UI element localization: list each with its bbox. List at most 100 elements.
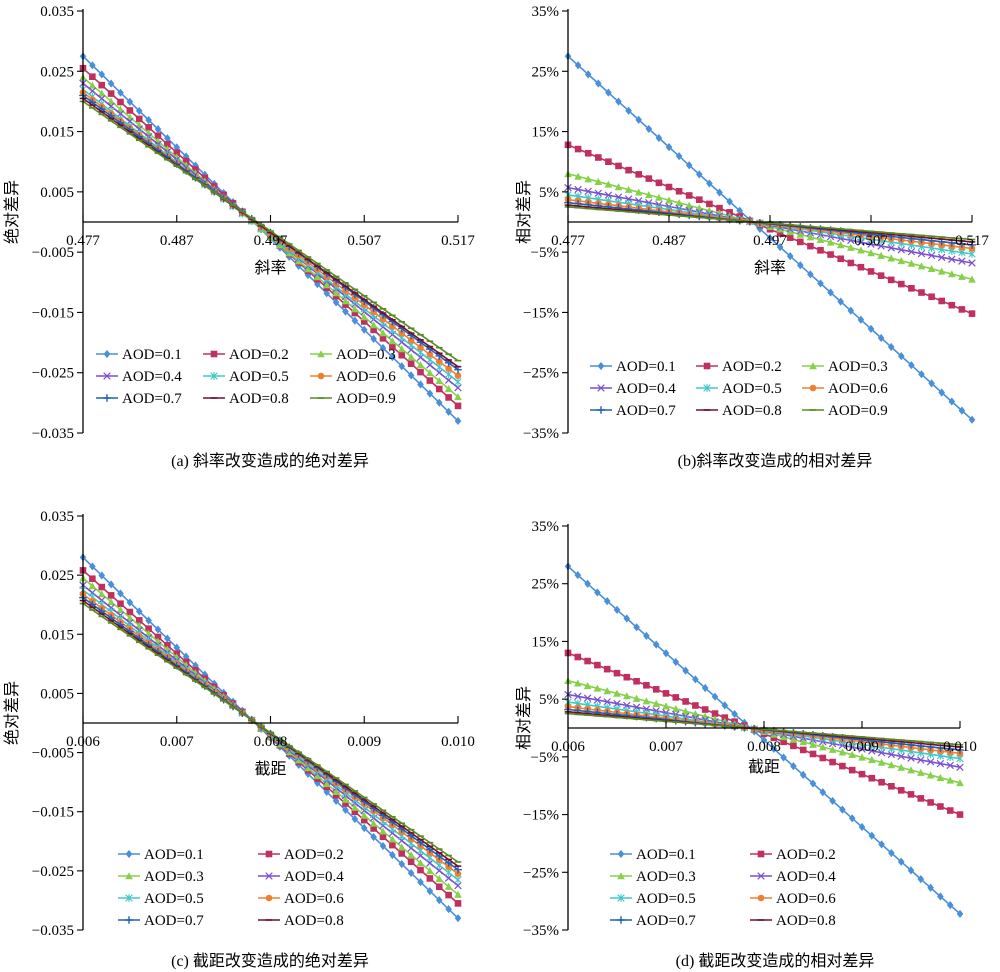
x-tick-label: 0.477 bbox=[551, 233, 585, 249]
series-group bbox=[79, 52, 462, 426]
series-point bbox=[574, 653, 582, 661]
series-point bbox=[603, 665, 611, 673]
series-point bbox=[799, 738, 807, 746]
x-tick-label: 0.517 bbox=[441, 233, 475, 249]
series-point bbox=[645, 124, 653, 134]
panel-caption: (b)斜率改变造成的相对差异 bbox=[678, 452, 873, 470]
panel-caption: (d) 截距改变造成的相对差异 bbox=[676, 952, 875, 970]
series-point bbox=[369, 321, 378, 329]
series-point bbox=[956, 763, 964, 771]
series-point bbox=[454, 377, 462, 386]
series-point bbox=[736, 206, 743, 215]
series-point bbox=[594, 189, 603, 198]
legend-marker bbox=[703, 362, 711, 370]
series-point bbox=[907, 754, 915, 762]
legend-label: AOD=0.7 bbox=[636, 913, 696, 929]
series-point bbox=[417, 368, 424, 376]
series-point bbox=[655, 193, 663, 201]
legend-label: AOD=0.6 bbox=[828, 381, 888, 397]
series-point bbox=[685, 201, 693, 209]
legend-marker bbox=[617, 849, 625, 859]
series-point bbox=[799, 746, 807, 754]
legend-item: AOD=0.6 bbox=[802, 381, 888, 397]
legend-label: AOD=0.6 bbox=[336, 369, 396, 385]
series-point bbox=[351, 814, 359, 824]
x-axis-title: 斜率 bbox=[754, 259, 786, 277]
series-point bbox=[613, 699, 621, 708]
series-point bbox=[97, 590, 106, 598]
y-tick-label: −0.025 bbox=[32, 366, 74, 382]
series-point bbox=[574, 185, 582, 194]
series-point bbox=[126, 613, 134, 621]
series-point bbox=[135, 617, 143, 624]
y-tick-label: −0.005 bbox=[32, 245, 74, 261]
series-point bbox=[360, 823, 368, 833]
series-point bbox=[332, 796, 340, 806]
legend-marker bbox=[703, 384, 711, 392]
legend-label: AOD=0.4 bbox=[122, 369, 182, 385]
y-axis-title: 相对差异 bbox=[515, 180, 533, 244]
legend-label: AOD=0.2 bbox=[284, 847, 344, 863]
legend-marker bbox=[617, 872, 625, 880]
series-point bbox=[126, 107, 134, 114]
series-point bbox=[827, 288, 834, 297]
series-point bbox=[351, 305, 359, 313]
series-point bbox=[696, 170, 703, 179]
y-tick-label: −0.015 bbox=[32, 305, 74, 321]
series-point bbox=[936, 759, 945, 768]
series-point bbox=[605, 88, 612, 97]
x-tick-label: 0.517 bbox=[955, 233, 989, 249]
series-point bbox=[652, 686, 660, 693]
x-tick-label: 0.007 bbox=[649, 739, 683, 755]
x-tick-label: 0.009 bbox=[347, 734, 381, 750]
series-point bbox=[426, 389, 434, 398]
y-tick-label: −5% bbox=[531, 245, 559, 261]
series-point bbox=[454, 875, 462, 884]
series-point bbox=[584, 149, 592, 157]
series-point bbox=[958, 257, 966, 265]
series-point bbox=[847, 306, 855, 315]
series-point bbox=[435, 358, 443, 365]
series-point bbox=[351, 316, 359, 325]
legend-label: AOD=0.1 bbox=[616, 359, 676, 375]
legend-label: AOD=0.3 bbox=[336, 347, 396, 363]
legend-label: AOD=0.8 bbox=[722, 403, 782, 419]
series-point bbox=[445, 365, 452, 372]
legend-item: AOD=0.1 bbox=[118, 847, 204, 863]
series-point bbox=[938, 297, 945, 305]
series-point bbox=[98, 70, 106, 79]
series-point bbox=[968, 259, 976, 267]
x-tick-label: 0.007 bbox=[160, 734, 194, 750]
legend-label: AOD=0.6 bbox=[776, 891, 836, 907]
series-point bbox=[796, 230, 805, 238]
legend-marker bbox=[597, 384, 605, 392]
legend-item: AOD=0.3 bbox=[118, 869, 204, 885]
series-point bbox=[304, 270, 312, 280]
series-point bbox=[958, 272, 966, 280]
legend-label: AOD=0.8 bbox=[284, 913, 344, 929]
series-point bbox=[839, 805, 846, 814]
legend-marker bbox=[103, 349, 111, 359]
series-point bbox=[847, 243, 855, 251]
series-point bbox=[426, 887, 434, 896]
series-point bbox=[721, 701, 729, 710]
legend: AOD=0.1 AOD=0.2 AOD=0.3 AOD=0.4 AOD=0.5 AOD=0… bbox=[610, 847, 836, 929]
y-tick-label: 5% bbox=[539, 185, 559, 201]
series-point bbox=[145, 124, 152, 131]
series-point bbox=[799, 770, 807, 779]
x-tick-label: 0.507 bbox=[347, 233, 381, 249]
series-point bbox=[948, 255, 956, 263]
series-point bbox=[322, 281, 331, 289]
series-point bbox=[135, 607, 143, 616]
series-point bbox=[397, 843, 406, 851]
legend-item: AOD=0.2 bbox=[696, 359, 782, 375]
series-point bbox=[807, 242, 814, 250]
series-point bbox=[643, 631, 650, 640]
series-point bbox=[701, 683, 709, 693]
series-point bbox=[584, 657, 591, 665]
series-point bbox=[388, 337, 397, 345]
series-point bbox=[182, 652, 190, 661]
series-point bbox=[817, 279, 824, 288]
series-point bbox=[701, 706, 709, 713]
series-point bbox=[706, 200, 713, 208]
